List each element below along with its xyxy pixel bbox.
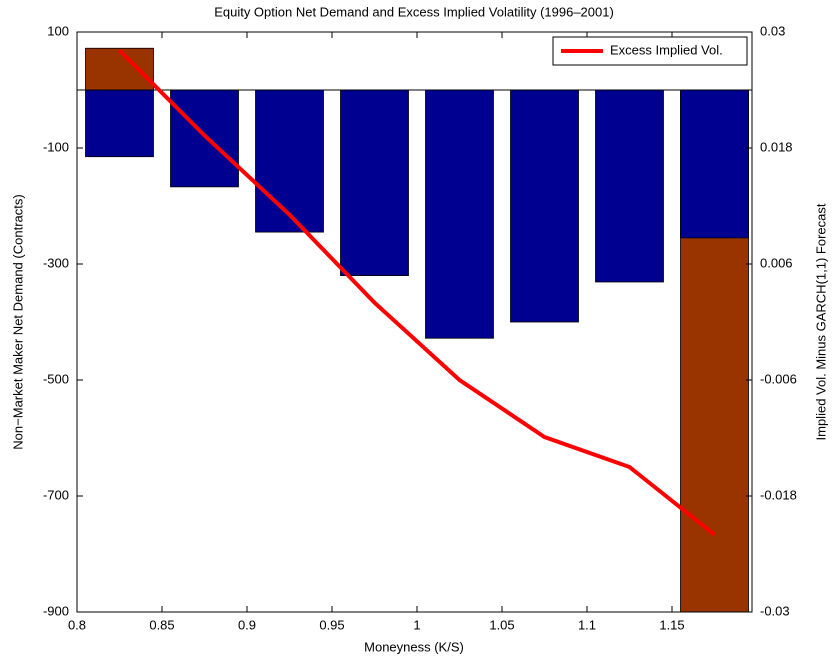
y2-tick-label: 0.018 bbox=[760, 139, 793, 154]
x-tick-label: 1.15 bbox=[659, 617, 684, 632]
y-axis-label: Non−Market Maker Net Demand (Contracts) bbox=[10, 194, 25, 449]
bar bbox=[85, 89, 154, 158]
y2-tick-label: 0.006 bbox=[760, 255, 793, 270]
bar bbox=[340, 89, 409, 277]
bar bbox=[85, 47, 154, 91]
x-tick-label: 1.05 bbox=[489, 617, 514, 632]
bar bbox=[680, 89, 749, 239]
y2-tick-label: -0.006 bbox=[760, 371, 797, 386]
y-tick-label: -500 bbox=[43, 371, 69, 386]
x-axis-label: Moneyness (K/S) bbox=[364, 639, 464, 654]
y2-tick-label: -0.018 bbox=[760, 487, 797, 502]
x-tick-label: 0.8 bbox=[68, 617, 86, 632]
bar bbox=[595, 89, 664, 283]
bar bbox=[170, 89, 239, 188]
bar bbox=[425, 89, 494, 339]
y-tick-label: -300 bbox=[43, 255, 69, 270]
x-tick-label: 1 bbox=[413, 617, 420, 632]
x-tick-label: 1.1 bbox=[578, 617, 596, 632]
y-tick-label: -700 bbox=[43, 487, 69, 502]
legend-label: Excess Implied Vol. bbox=[610, 42, 723, 57]
plot-frame bbox=[76, 31, 753, 613]
bar bbox=[510, 89, 579, 323]
x-tick-label: 0.95 bbox=[319, 617, 344, 632]
chart-title: Equity Option Net Demand and Excess Impl… bbox=[214, 4, 614, 19]
y-tick-label: 100 bbox=[47, 23, 69, 38]
y2-tick-label: 0.03 bbox=[760, 23, 785, 38]
y2-tick-label: -0.03 bbox=[760, 603, 790, 618]
y-tick-label: -900 bbox=[43, 603, 69, 618]
line bbox=[118, 48, 716, 537]
y-tick-label: -100 bbox=[43, 139, 69, 154]
bar bbox=[255, 89, 324, 233]
x-tick-label: 0.9 bbox=[238, 617, 256, 632]
x-tick-label: 0.85 bbox=[149, 617, 174, 632]
y2-axis-label: Implied Vol. Minus GARCH(1,1) Forecast bbox=[813, 203, 828, 440]
